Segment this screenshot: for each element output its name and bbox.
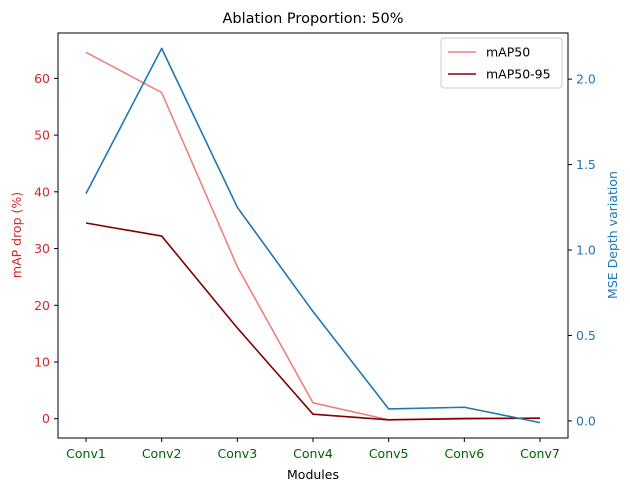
x-tick-label: Conv7 — [520, 446, 560, 461]
x-tick-label: Conv5 — [369, 446, 409, 461]
x-tick-label: Conv3 — [218, 446, 258, 461]
legend-label: mAP50 — [486, 45, 530, 60]
y-axis-right-label: MSE Depth variation — [605, 171, 620, 299]
legend-box — [440, 37, 563, 89]
y-left-tick-label: 40 — [34, 184, 50, 199]
x-axis-label: Modules — [287, 467, 339, 482]
y-right-tick-label: 1.5 — [576, 157, 596, 172]
y-right-tick-label: 1.0 — [576, 243, 596, 258]
y-left-tick-label: 10 — [34, 354, 50, 369]
y-axis-left-ticks: 0 10 20 30 40 50 60 — [34, 71, 58, 426]
y-right-tick-label: 0.0 — [576, 413, 596, 428]
chart-title: Ablation Proportion: 50% — [223, 11, 404, 27]
legend: mAP50 mAP50-95 — [440, 37, 563, 89]
x-tick-label: Conv6 — [445, 446, 485, 461]
series-line-map50 — [85, 51, 540, 421]
series-lines — [85, 47, 541, 424]
x-tick-label: Conv4 — [293, 446, 333, 461]
y-left-tick-label: 0 — [42, 411, 50, 426]
x-axis-ticks: Conv1 Conv2 Conv3 Conv4 Conv5 Conv6 Conv7 — [66, 438, 560, 461]
legend-label: mAP50-95 — [486, 67, 551, 82]
series-line-map50-95 — [85, 222, 541, 421]
y-left-tick-label: 50 — [34, 128, 50, 143]
y-left-tick-label: 30 — [34, 241, 50, 256]
y-axis-right-ticks: 0.0 0.5 1.0 1.5 2.0 — [568, 72, 596, 428]
series-line-mse-depth — [85, 47, 541, 424]
x-tick-label: Conv1 — [66, 446, 106, 461]
y-axis-left-label: mAP drop (%) — [9, 192, 24, 278]
plot-frame — [57, 32, 569, 439]
y-right-tick-label: 2.0 — [576, 72, 596, 87]
y-right-tick-label: 0.5 — [576, 328, 596, 343]
y-left-tick-label: 20 — [34, 298, 50, 313]
y-left-tick-label: 60 — [34, 71, 50, 86]
x-tick-label: Conv2 — [142, 446, 182, 461]
